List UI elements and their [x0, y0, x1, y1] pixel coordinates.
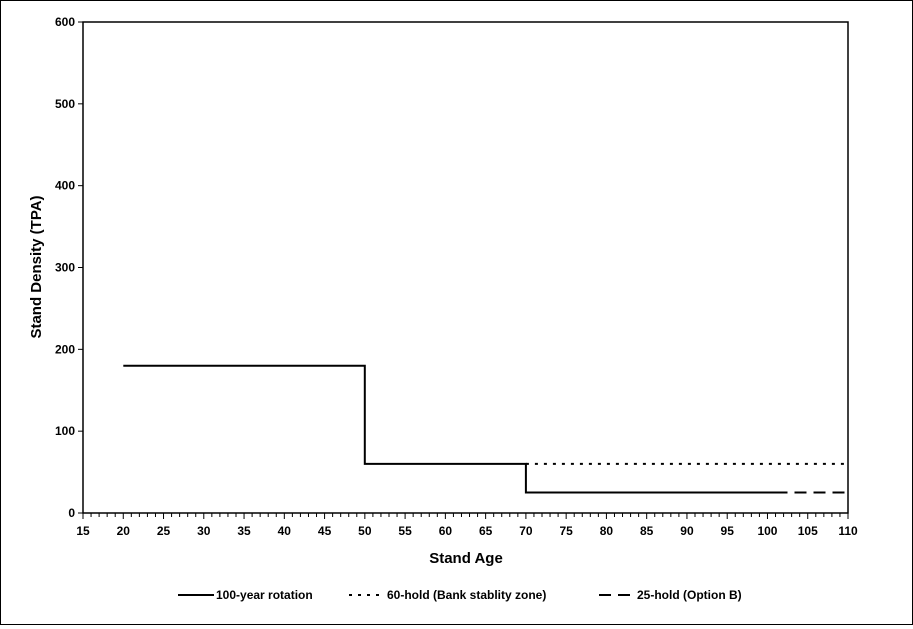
- x-tick-label: 40: [278, 524, 292, 538]
- y-tick-label: 300: [55, 261, 75, 275]
- y-tick-label: 100: [55, 424, 75, 438]
- x-tick-label: 60: [439, 524, 453, 538]
- y-tick-label: 200: [55, 342, 75, 356]
- x-tick-label: 90: [680, 524, 694, 538]
- y-tick-label: 600: [55, 15, 75, 29]
- y-tick-label: 400: [55, 179, 75, 193]
- x-tick-label: 65: [479, 524, 493, 538]
- x-tick-label: 25: [157, 524, 171, 538]
- x-tick-label: 95: [721, 524, 735, 538]
- x-tick-label: 80: [600, 524, 614, 538]
- x-tick-label: 75: [559, 524, 573, 538]
- x-tick-label: 20: [117, 524, 131, 538]
- x-tick-label: 85: [640, 524, 654, 538]
- series-layer: [123, 364, 848, 494]
- legend-label-2: 60-hold (Bank stablity zone): [387, 588, 546, 602]
- legend: 100-year rotation 60-hold (Bank stablity …: [178, 588, 742, 602]
- x-tick-label: 30: [197, 524, 211, 538]
- series-line-1: [123, 364, 776, 494]
- y-axis-title: Stand Density (TPA): [28, 195, 45, 338]
- x-tick-label: 35: [237, 524, 251, 538]
- x-tick-label: 100: [757, 524, 777, 538]
- x-axis-ticks: 15 20 25 30 35 40 45 50 55 60 65 70 75 80 85 90 95 100 105…: [76, 513, 858, 538]
- x-tick-label: 45: [318, 524, 332, 538]
- x-tick-label: 70: [519, 524, 533, 538]
- x-tick-label: 55: [398, 524, 412, 538]
- y-axis-ticks: 0 100 200 300 400 500 600: [55, 15, 83, 520]
- x-tick-label: 50: [358, 524, 372, 538]
- y-tick-label: 500: [55, 97, 75, 111]
- x-tick-label: 15: [76, 524, 90, 538]
- x-axis-title: Stand Age: [429, 550, 503, 567]
- legend-label-3: 25-hold (Option B): [637, 588, 742, 602]
- plot-area: [82, 21, 849, 514]
- legend-label-1: 100-year rotation: [216, 588, 313, 602]
- x-tick-label: 105: [798, 524, 818, 538]
- x-tick-label: 110: [838, 524, 858, 538]
- y-tick-label: 0: [68, 506, 75, 520]
